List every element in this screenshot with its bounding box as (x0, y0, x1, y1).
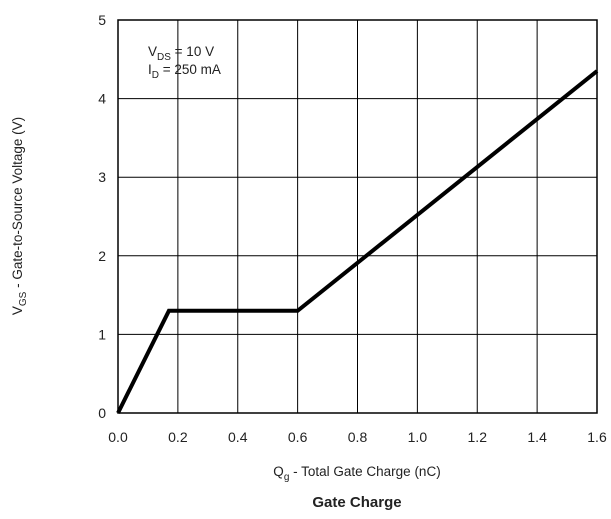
x-tick-label: 0.4 (228, 429, 248, 445)
x-tick-label: 0.2 (168, 429, 188, 445)
y-tick-label: 3 (98, 169, 106, 185)
annotation: VDS = 10 V ID = 250 mA (148, 44, 221, 81)
x-tick-labels: 0.0 0.2 0.4 0.6 0.8 1.0 1.2 1.4 1.6 (108, 429, 607, 445)
series-line-0 (116, 69, 599, 414)
y-tick-label: 2 (98, 248, 106, 264)
series-layer (116, 69, 599, 414)
x-tick-label: 0.8 (348, 429, 368, 445)
annotation-vds: VDS = 10 V (148, 44, 214, 63)
x-tick-label: 1.2 (468, 429, 488, 445)
x-tick-label: 1.0 (408, 429, 428, 445)
chart-title: Gate Charge (312, 494, 401, 511)
y-tick-labels: 0 1 2 3 4 5 (98, 12, 106, 421)
y-tick-label: 0 (98, 405, 106, 421)
annotation-id: ID = 250 mA (148, 62, 221, 81)
y-tick-label: 4 (98, 91, 106, 107)
y-tick-label: 1 (98, 326, 106, 342)
y-tick-label: 5 (98, 12, 106, 28)
x-axis-label: Qg - Total Gate Charge (nC) (273, 464, 440, 483)
y-axis-label: VGS - Gate-to-Source Voltage (V) (10, 117, 29, 315)
x-tick-label: 1.4 (527, 429, 547, 445)
grid-layer (118, 20, 597, 413)
x-tick-label: 0.6 (288, 429, 308, 445)
x-tick-label: 1.6 (587, 429, 607, 445)
x-tick-label: 0.0 (108, 429, 128, 445)
plot-frame (117, 19, 598, 414)
